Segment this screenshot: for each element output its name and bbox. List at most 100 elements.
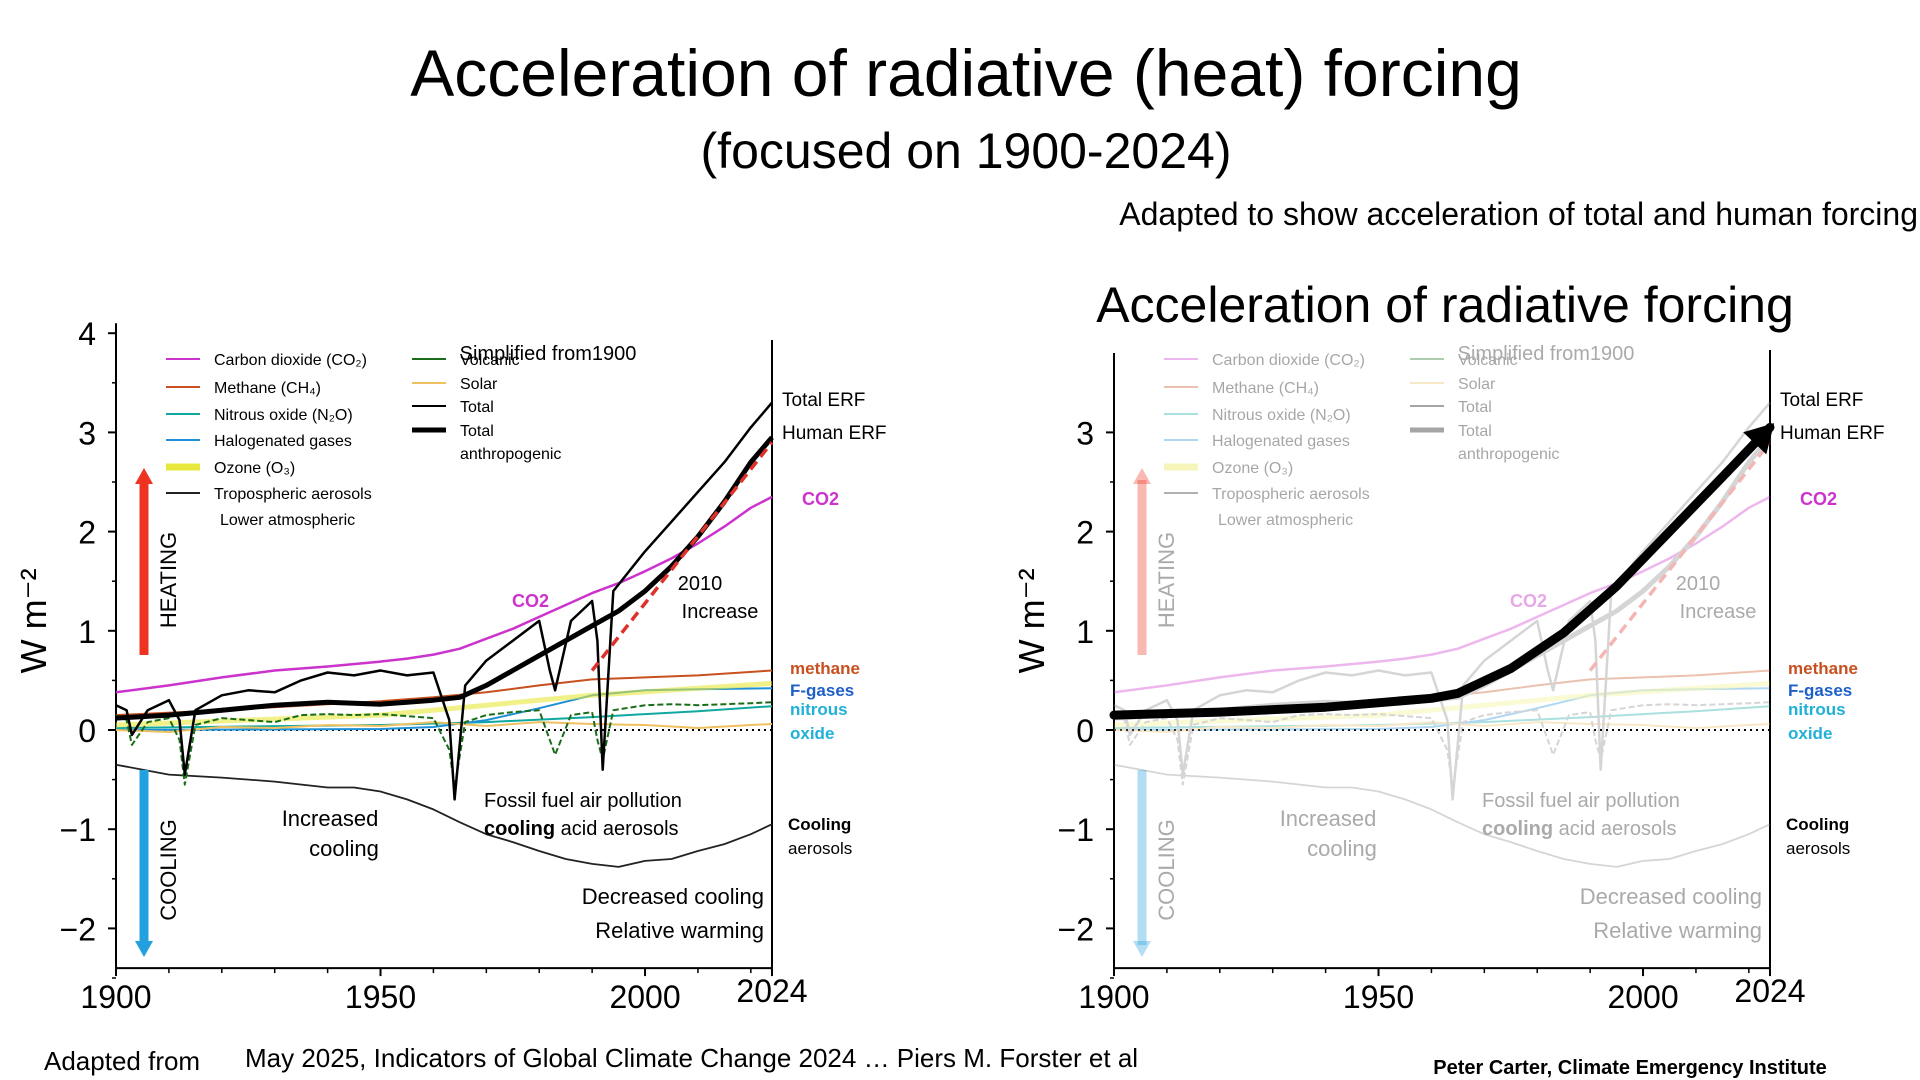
- y-tick-label: −2: [1058, 911, 1094, 947]
- y-tick-label: −1: [60, 812, 96, 848]
- heating-label: HEATING: [156, 532, 181, 628]
- legend-label: Total: [1458, 399, 1492, 416]
- left-chart: 4 3 2 1 0 −1 −2 1900 1950 2000 2024 W m⁻² Carbon di…: [13, 316, 887, 1015]
- co2-right-label: CO2: [802, 489, 839, 509]
- x-tick-label: 2024: [736, 973, 807, 1009]
- legend-label: Volcanic: [460, 352, 520, 369]
- series-aerosols: [1113, 763, 1771, 868]
- series-ozone: [1113, 680, 1771, 728]
- left-chart-annotations: HEATING COOLING Simplified from1900 Total E…: [135, 343, 887, 957]
- x-tick-label: 2000: [609, 979, 680, 1015]
- simplified-label: Simplified from1900: [1458, 343, 1635, 365]
- decreased-label: Decreased cooling: [1580, 884, 1762, 909]
- series-solar: [115, 721, 773, 733]
- source-prefix: Adapted from: [44, 1046, 200, 1076]
- simplified-label: Simplified from1900: [460, 343, 637, 365]
- cooling-right-label: Cooling: [1786, 815, 1849, 834]
- right-chart-acceleration: [1109, 422, 1775, 720]
- series-halogenated: [1113, 687, 1771, 731]
- series-ozone: [115, 680, 773, 728]
- human-erf-label: Human ERF: [782, 423, 887, 444]
- y-tick-label: 1: [78, 614, 96, 650]
- y-tick-label: 0: [78, 713, 96, 749]
- y-tick-label: 2: [1076, 515, 1094, 551]
- oxide-label: oxide: [1788, 724, 1832, 743]
- fossil-label-2: cooling acid aerosols: [1482, 818, 1677, 840]
- left-chart-series: [115, 401, 774, 868]
- legend-label: Methane (CH₄): [1212, 380, 1319, 397]
- increased-cooling-label: cooling: [1307, 836, 1377, 861]
- cooling-arrowhead: [1133, 941, 1151, 957]
- x-tick-label: 1900: [1078, 979, 1149, 1015]
- fossil-label-1: Fossil fuel air pollution: [1482, 790, 1680, 812]
- increased-label: Increased: [282, 806, 379, 831]
- y-tick-label: −2: [60, 911, 96, 947]
- series-trend: [590, 441, 774, 672]
- nitrous-label: nitrous: [1788, 700, 1846, 719]
- legend-label: Halogenated gases: [214, 433, 352, 450]
- nitrous-label: nitrous: [790, 700, 848, 719]
- series-n2o: [1113, 705, 1771, 729]
- x-tick-label: 2024: [1734, 973, 1805, 1009]
- y-tick-label: −1: [1058, 812, 1094, 848]
- methane-label: methane: [790, 659, 860, 678]
- left-chart-legend: Carbon dioxide (CO₂) Methane (CH₄) Nitrous…: [166, 352, 561, 529]
- heating-arrowhead: [1133, 468, 1151, 484]
- co2-mid-label: CO2: [1510, 591, 1547, 611]
- relative-label: Relative warming: [595, 918, 764, 943]
- methane-label: methane: [1788, 659, 1858, 678]
- left-chart-axes: 4 3 2 1 0 −1 −2 1900 1950 2000 2024 W m⁻²: [13, 316, 808, 1015]
- x-tick-label: 1950: [1343, 979, 1414, 1015]
- cooling-label: COOLING: [1154, 819, 1179, 920]
- y-tick-label: 2: [78, 515, 96, 551]
- legend-label: Solar: [1458, 376, 1496, 393]
- decreased-label: Decreased cooling: [582, 884, 764, 909]
- aerosols-right-label: aerosols: [1786, 839, 1850, 858]
- y-tick-label: 3: [1076, 415, 1094, 451]
- adaptation-note: Adapted to show acceleration of total an…: [1119, 196, 1918, 232]
- total-erf-label: Total ERF: [782, 390, 865, 411]
- right-chart: 3 2 1 0 −1 −2 1900 1950 2000 2024 W m⁻² Carbon dio…: [1011, 343, 1885, 1015]
- legend-label: Lower atmospheric: [220, 512, 355, 529]
- legend-label: Total: [460, 399, 494, 416]
- right-chart-annotations: HEATING COOLING Simplified from1900 Total E…: [1133, 343, 1885, 957]
- increased-label: Increased: [1280, 806, 1377, 831]
- y-tick-label: 0: [1076, 713, 1094, 749]
- cooling-right-label: Cooling: [788, 815, 851, 834]
- heating-label: HEATING: [1154, 532, 1179, 628]
- relative-label: Relative warming: [1593, 918, 1762, 943]
- series-volcanic: [1113, 701, 1771, 789]
- series-trend: [1588, 441, 1772, 672]
- legend-label: Ozone (O₃): [1212, 460, 1293, 477]
- right-chart-axes: 3 2 1 0 −1 −2 1900 1950 2000 2024 W m⁻²: [1011, 350, 1806, 1015]
- series-co2: [1113, 495, 1771, 694]
- series-solar: [1113, 721, 1771, 733]
- increase-year-label: 2010: [1676, 573, 1721, 595]
- legend-label: Nitrous oxide (N₂O): [1212, 407, 1351, 424]
- acceleration-curve: [1109, 422, 1775, 720]
- series-human: [115, 435, 774, 721]
- x-tick-label: 1900: [80, 979, 151, 1015]
- x-tick-label: 1950: [345, 979, 416, 1015]
- slide-title: Acceleration of radiative (heat) forcing: [410, 36, 1522, 110]
- fossil-label-2: cooling acid aerosols: [484, 818, 679, 840]
- source-text: May 2025, Indicators of Global Climate C…: [245, 1043, 1138, 1073]
- fossil-label-1: Fossil fuel air pollution: [484, 790, 682, 812]
- legend-label: Carbon dioxide (CO₂): [1212, 352, 1365, 369]
- legend-label: Total: [460, 423, 494, 440]
- co2-right-label: CO2: [1800, 489, 1837, 509]
- legend-label: Nitrous oxide (N₂O): [214, 407, 353, 424]
- legend-label: Ozone (O₃): [214, 460, 295, 477]
- human-erf-label: Human ERF: [1780, 423, 1885, 444]
- increase-label: Increase: [682, 601, 759, 623]
- right-panel-title: Acceleration of radiative forcing: [1096, 277, 1794, 333]
- y-tick-label: 3: [78, 415, 96, 451]
- legend-label: Halogenated gases: [1212, 433, 1350, 450]
- legend-label: anthropogenic: [1458, 446, 1559, 463]
- y-axis-label: W m⁻²: [13, 568, 54, 673]
- total-erf-label: Total ERF: [1780, 390, 1863, 411]
- series-volcanic: [115, 701, 773, 789]
- increased-cooling-label: cooling: [309, 836, 379, 861]
- oxide-label: oxide: [790, 724, 834, 743]
